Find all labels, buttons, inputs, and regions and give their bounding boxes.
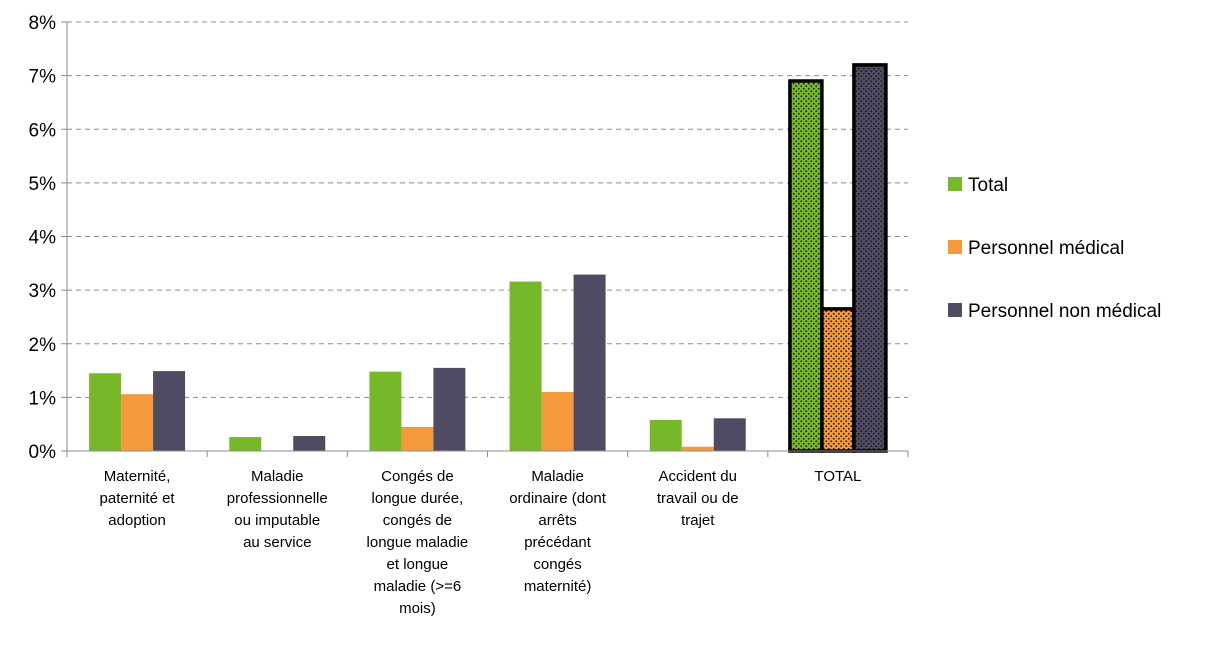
legend-item: Personnel non médical xyxy=(948,301,1161,322)
y-axis: 0% 1% 2% 3% 4% 5% 6% 7% 8% xyxy=(29,13,68,463)
bar-total-series-0 xyxy=(788,79,824,453)
y-tick-label: 6% xyxy=(29,120,57,141)
bar-series-2 xyxy=(713,418,746,451)
legend-swatch xyxy=(948,177,962,191)
y-tick-label: 0% xyxy=(29,442,57,463)
bar-series-0 xyxy=(369,371,402,451)
bar-series-1 xyxy=(121,394,154,451)
bar-total-series-2 xyxy=(852,63,888,453)
legend-swatch xyxy=(948,240,962,254)
y-tick-label: 2% xyxy=(29,335,57,356)
bar-series-2 xyxy=(573,274,606,451)
bar-series-2 xyxy=(153,371,186,451)
legend-item: Personnel médical xyxy=(948,238,1124,259)
bar-series-0 xyxy=(89,373,122,451)
legend-label: Personnel non médical xyxy=(968,301,1161,322)
gridlines xyxy=(67,21,908,398)
bar-series-1 xyxy=(541,392,574,451)
y-tick-label: 7% xyxy=(29,67,57,88)
bar-series-2 xyxy=(433,367,466,451)
bar-series-0 xyxy=(229,437,262,451)
y-tick-label: 1% xyxy=(29,388,57,409)
bar-series-2 xyxy=(293,435,326,451)
legend-item: Total xyxy=(948,175,1008,196)
y-tick-label: 3% xyxy=(29,281,57,302)
legend-label: Total xyxy=(968,175,1008,196)
bar-series-0 xyxy=(509,281,542,451)
bar-series-1 xyxy=(681,446,714,451)
bars xyxy=(89,63,888,453)
x-tick-label: Congés de longue durée, congés de longue ma… xyxy=(367,468,469,617)
y-tick-label: 5% xyxy=(29,174,57,195)
x-tick-label: Maladie professionnelle ou imputable au ser… xyxy=(227,468,328,551)
x-tick-label: Maternité, paternité et adoption xyxy=(100,468,176,529)
y-tick-label: 8% xyxy=(29,13,57,34)
bar-series-0 xyxy=(649,419,682,451)
legend-swatch xyxy=(948,303,962,317)
x-tick-label: Maladie ordinaire (dont arrêts précédant con… xyxy=(509,468,607,595)
legend: Total Personnel médical Personnel non médi… xyxy=(948,175,1161,322)
bar-series-1 xyxy=(401,426,434,451)
x-tick-label: TOTAL xyxy=(814,468,861,485)
x-axis: Maternité, paternité et adoption Maladie pro… xyxy=(66,450,909,617)
bar-total-series-1 xyxy=(820,307,856,453)
x-tick-label: Accident du travail ou de trajet xyxy=(657,468,739,529)
legend-label: Personnel médical xyxy=(968,238,1124,259)
y-tick-label: 4% xyxy=(29,228,57,249)
